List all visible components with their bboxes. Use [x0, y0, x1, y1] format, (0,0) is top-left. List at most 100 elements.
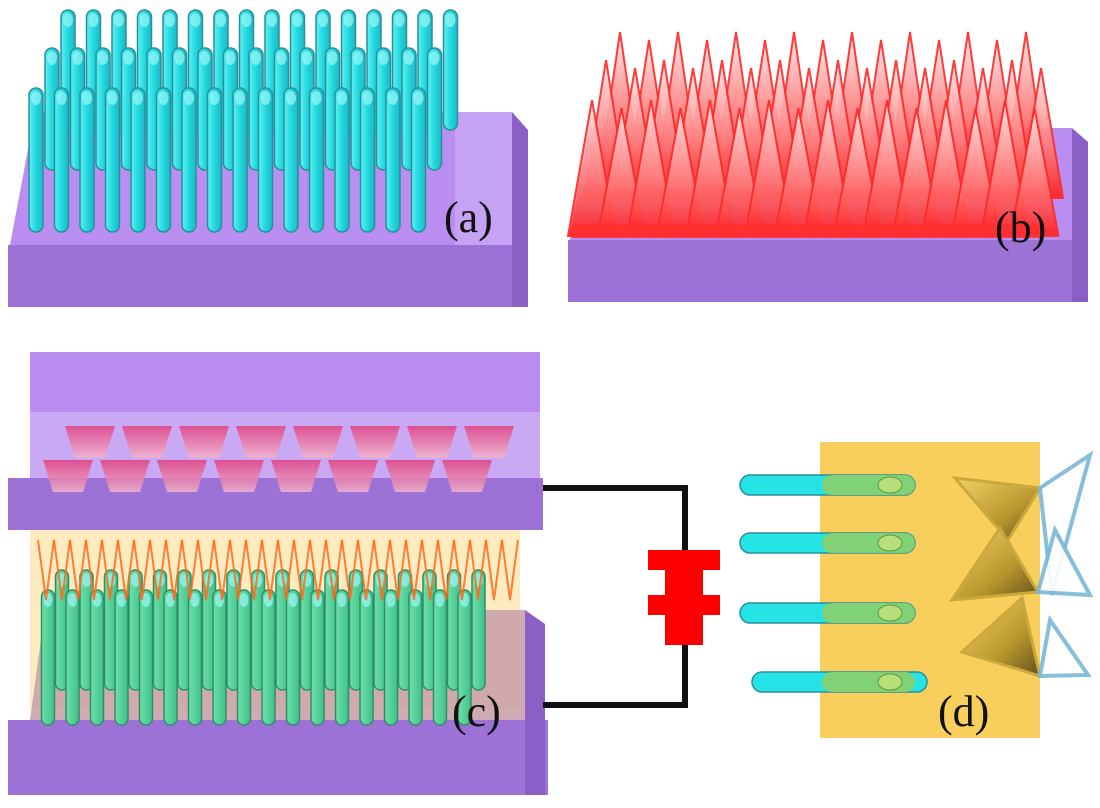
horizontal-nanorod — [751, 671, 928, 693]
nanorod — [187, 589, 203, 726]
inverted-nanocone — [179, 426, 229, 458]
cone-tip-edge — [165, 539, 183, 601]
cone-tip-edge — [213, 539, 231, 601]
nanocones-b — [566, 31, 1065, 238]
nanorod — [359, 589, 374, 726]
cone-tip-edge — [117, 539, 135, 601]
nanorod — [408, 589, 423, 726]
inverted-nanocone — [350, 426, 400, 458]
cone-tip-edge — [469, 539, 487, 601]
cone-tip-edge — [405, 539, 423, 601]
nanorod — [310, 589, 325, 726]
nanorod — [410, 87, 427, 233]
cone-tip-edge — [133, 539, 151, 601]
inverted-nanocone — [65, 426, 115, 458]
nanorod — [442, 9, 459, 131]
substrate-a-back-ledge — [455, 112, 512, 245]
cone-tip-edge — [421, 539, 439, 601]
circuit-wire — [543, 485, 688, 555]
nanorod — [104, 87, 121, 233]
nanorod — [334, 87, 350, 233]
nanorod — [432, 589, 448, 726]
triangular-cone-outline — [1037, 614, 1092, 679]
cone-tip-edge — [261, 539, 279, 601]
inverted-nanocone — [43, 460, 93, 492]
inverted-nanocone — [293, 426, 343, 458]
nanorod — [130, 87, 146, 233]
nanorod — [232, 87, 248, 233]
cone-tip-edge — [309, 539, 327, 601]
nanorod — [257, 87, 274, 233]
cone-tip-edge — [373, 539, 391, 601]
inverted-nanocones-c — [43, 426, 514, 492]
triangular-cone — [959, 595, 1043, 679]
cone-tip-edge — [101, 539, 119, 601]
nanorod — [212, 589, 227, 726]
nanorod — [308, 87, 325, 233]
load-resistor — [648, 550, 720, 645]
circuit-wire-bottom — [543, 640, 688, 708]
inverted-nanocone — [328, 460, 378, 492]
cone-base-band — [572, 224, 1042, 238]
nanorod — [385, 87, 401, 233]
panel-d-contact-detail — [739, 442, 1094, 738]
inverted-nanocone — [442, 460, 492, 492]
inverted-nanocone — [100, 460, 150, 492]
horizontal-nanorod — [739, 602, 916, 624]
cone-tip-edge — [437, 539, 455, 601]
inverted-nanocone — [385, 460, 435, 492]
cone-tip-edge — [501, 539, 519, 601]
cone-tip-edge — [357, 539, 375, 601]
cone-tip-edge — [485, 539, 503, 601]
interdigitated-cone-tips — [37, 539, 519, 601]
cone-tip-edge — [69, 539, 87, 601]
inverted-nanocone — [464, 426, 514, 458]
cone-tip-edge — [277, 539, 295, 601]
nanorod — [28, 87, 44, 233]
inverted-nanocone — [271, 460, 321, 492]
nanorod — [383, 589, 399, 726]
nanorod — [359, 87, 376, 233]
cone-tip-edge — [325, 539, 343, 601]
cone-tip-edge — [389, 539, 407, 601]
nanorod — [181, 87, 197, 233]
panel-label-a: (a) — [444, 193, 493, 242]
cone-tip-edge — [293, 539, 311, 601]
cone-tip-edge — [197, 539, 215, 601]
top-substrate-top — [30, 352, 540, 412]
bottom-substrate-front — [8, 720, 548, 795]
cone-tip-edge — [245, 539, 263, 601]
nanorod — [114, 589, 129, 726]
cone-tip-edge — [341, 539, 359, 601]
horizontal-nanorods-d — [739, 474, 928, 693]
nanorod — [65, 589, 80, 726]
nanorods-a — [28, 9, 459, 233]
panel-a-nanorod-array — [8, 9, 528, 307]
nanorod — [283, 87, 299, 233]
cone-tip-edge — [149, 539, 167, 601]
panel-label-b: (b) — [995, 203, 1047, 252]
triangular-cone — [951, 476, 1043, 543]
substrate-a-right-side — [512, 112, 528, 307]
nanorod — [261, 589, 276, 726]
nanorod — [155, 87, 172, 233]
triangular-cone-outline — [1035, 524, 1094, 598]
bottom-substrate-right — [525, 610, 545, 795]
nanorod — [426, 47, 443, 171]
cone-tip-edge — [453, 539, 471, 601]
panel-label-d: (d) — [938, 687, 990, 736]
nanorod — [79, 87, 95, 233]
inverted-nanocone — [236, 426, 286, 458]
nanorod — [163, 589, 178, 726]
nanorod — [206, 87, 223, 233]
substrate-a-front — [8, 245, 528, 307]
cone-tip-edge — [229, 539, 247, 601]
nanorods-c — [40, 569, 486, 726]
cone-tip-edge — [37, 539, 55, 601]
inverted-nanocone — [214, 460, 264, 492]
substrate-b-right-side — [1072, 128, 1088, 302]
cone-tip-edge — [53, 539, 71, 601]
nanorod — [138, 589, 154, 726]
